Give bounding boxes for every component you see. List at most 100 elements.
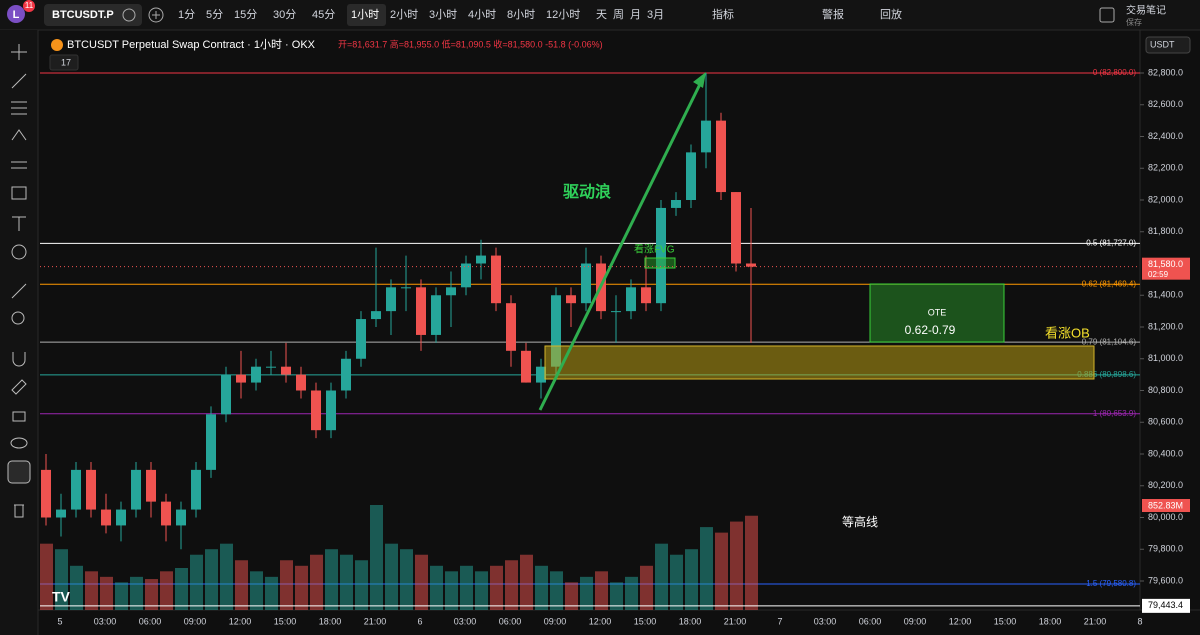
- layout-icon[interactable]: [1099, 7, 1115, 23]
- candle-body: [161, 501, 171, 526]
- ote-zone: [869, 283, 1005, 343]
- x-tick-label: 12:00: [949, 616, 972, 626]
- emoji-tool[interactable]: [11, 244, 27, 260]
- text-tool[interactable]: [12, 216, 26, 231]
- volume-bar: [265, 576, 278, 610]
- x-tick-label: 03:00: [454, 616, 477, 626]
- interval-button[interactable]: 30分: [273, 8, 296, 21]
- y-tick-label: 82,400.0: [1148, 131, 1183, 141]
- interval-button[interactable]: 4小时: [468, 8, 496, 21]
- measure-tool[interactable]: [11, 283, 27, 299]
- add-icon[interactable]: [148, 7, 164, 23]
- volume-bar: [70, 565, 83, 610]
- volume-bar: [220, 543, 233, 610]
- candle-body: [116, 509, 126, 526]
- fvg-zone: [644, 257, 676, 269]
- candle-body: [356, 319, 366, 359]
- candle-body: [251, 366, 261, 383]
- visibility-tool[interactable]: [10, 437, 28, 449]
- candle-body: [611, 311, 621, 313]
- interval-button[interactable]: 5分: [206, 8, 223, 21]
- symbol-box[interactable]: [44, 4, 142, 26]
- volume-bar: [625, 576, 638, 610]
- zoom-tool[interactable]: [11, 311, 25, 325]
- shape-tool[interactable]: [11, 186, 27, 200]
- volume-bar: [505, 560, 518, 610]
- candle-body: [206, 414, 216, 470]
- magnet-tool[interactable]: [12, 352, 26, 367]
- impulse-label: 驱动浪: [563, 182, 611, 201]
- x-tick-label: 21:00: [1084, 616, 1107, 626]
- interval-button[interactable]: 2小时: [390, 8, 418, 21]
- volume-bar: [190, 554, 203, 610]
- candle-body: [281, 366, 291, 375]
- indicator-count-box[interactable]: [49, 54, 79, 71]
- volume-bar: [325, 549, 338, 610]
- x-tick-label: 12:00: [589, 616, 612, 626]
- tool-icons: [7, 44, 31, 518]
- candle-body: [551, 295, 561, 367]
- x-tick-label: 18:00: [319, 616, 342, 626]
- x-tick-label: 21:00: [364, 616, 387, 626]
- active-interval: [347, 4, 386, 26]
- interval-button[interactable]: 月: [630, 9, 641, 21]
- indicators-button[interactable]: 指标: [712, 7, 734, 21]
- fib-tool[interactable]: [11, 101, 27, 115]
- interval-button[interactable]: 天: [596, 9, 607, 21]
- volume-bar: [640, 565, 653, 610]
- x-tick-label: 6: [417, 616, 422, 626]
- interval-button[interactable]: 1分: [178, 8, 195, 21]
- volume-bar: [160, 571, 173, 610]
- forecast-tool[interactable]: [11, 161, 27, 169]
- notes-button[interactable]: 交易笔记: [1126, 4, 1166, 17]
- link-tool[interactable]: [7, 460, 31, 484]
- alert-button[interactable]: 警报: [822, 7, 844, 21]
- line-tool[interactable]: [11, 73, 27, 89]
- x-tick-label: 15:00: [634, 616, 657, 626]
- interval-button[interactable]: 12小时: [546, 8, 580, 21]
- volume-bar: [370, 505, 383, 610]
- volume-bar: [340, 554, 353, 610]
- candle-body: [386, 287, 396, 312]
- candle-body: [101, 509, 111, 526]
- candle-body: [626, 287, 636, 312]
- currency-box[interactable]: [1145, 36, 1191, 54]
- candle-body: [716, 120, 726, 193]
- volume-bar: [460, 565, 473, 610]
- candle-body: [401, 287, 411, 289]
- lock-draw-tool[interactable]: [11, 379, 27, 395]
- tv-logo: TV: [52, 589, 71, 605]
- volume-bar: [40, 543, 53, 610]
- delete-tool[interactable]: [14, 504, 24, 518]
- volume-bar: [250, 571, 263, 610]
- lock-tool[interactable]: [12, 411, 26, 422]
- volume-bar: [475, 571, 488, 610]
- candle-body: [731, 192, 741, 264]
- interval-button[interactable]: 15分: [234, 8, 257, 21]
- avatar-letter: L: [13, 9, 20, 21]
- avatar[interactable]: [7, 5, 25, 23]
- candle-body: [446, 287, 456, 296]
- interval-button[interactable]: 1小时: [351, 8, 379, 21]
- volume-bar: [565, 582, 578, 610]
- x-tick-label: 03:00: [94, 616, 117, 626]
- interval-button[interactable]: 3小时: [429, 8, 457, 21]
- y-tick-label: 82,600.0: [1148, 99, 1183, 109]
- interval-button[interactable]: 45分: [312, 8, 335, 21]
- candle-body: [371, 311, 381, 320]
- volume-bar: [280, 560, 293, 610]
- ote-label: OTE: [928, 307, 947, 317]
- interval-button[interactable]: 周: [613, 8, 624, 21]
- candle-body: [341, 358, 351, 391]
- volume-bar: [430, 565, 443, 610]
- interval-button[interactable]: 3月: [647, 9, 664, 21]
- volume-value: 852.83M: [1148, 500, 1183, 510]
- candle-body: [746, 263, 756, 267]
- x-tick-label: 09:00: [184, 616, 207, 626]
- cursor-tool[interactable]: [11, 44, 27, 60]
- pattern-tool[interactable]: [11, 129, 27, 141]
- replay-button[interactable]: 回放: [880, 7, 902, 21]
- ob-zone: [544, 345, 1095, 380]
- candle-body: [416, 287, 426, 335]
- interval-button[interactable]: 8小时: [507, 8, 535, 21]
